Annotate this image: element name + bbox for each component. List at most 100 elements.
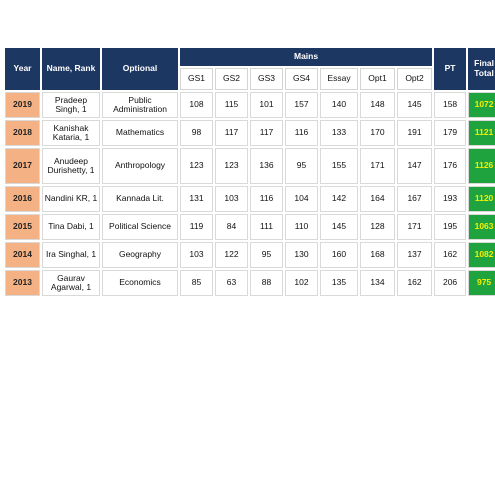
header-opt1: Opt1 <box>360 68 395 90</box>
header-year: Year <box>5 48 40 90</box>
cell-opt1: 168 <box>360 242 395 268</box>
cell-gs1: 123 <box>180 148 213 184</box>
cell-pt: 179 <box>434 120 467 146</box>
cell-year: 2015 <box>5 214 40 240</box>
cell-gs2: 117 <box>215 120 248 146</box>
cell-name-rank: Ira Singhal, 1 <box>42 242 100 268</box>
cell-final-total: 1082 <box>468 242 495 268</box>
table-row: 2014 Ira Singhal, 1 Geography 103 122 95… <box>5 242 495 268</box>
header-name-rank: Name, Rank <box>42 48 100 90</box>
cell-gs4: 116 <box>285 120 318 146</box>
cell-essay: 142 <box>320 186 358 212</box>
cell-opt1: 170 <box>360 120 395 146</box>
cell-gs3: 88 <box>250 270 283 296</box>
cell-gs4: 130 <box>285 242 318 268</box>
cell-name-rank: Nandini KR, 1 <box>42 186 100 212</box>
cell-final-total: 1120 <box>468 186 495 212</box>
cell-opt1: 164 <box>360 186 395 212</box>
cell-name-rank: Anudeep Durishetty, 1 <box>42 148 100 184</box>
table-header: Year Name, Rank Optional Mains PT Final … <box>5 48 495 90</box>
header-pt: PT <box>434 48 467 90</box>
cell-optional: Mathematics <box>102 120 178 146</box>
cell-gs3: 136 <box>250 148 283 184</box>
cell-gs2: 115 <box>215 92 248 118</box>
table-row: 2013 Gaurav Agarwal, 1 Economics 85 63 8… <box>5 270 495 296</box>
cell-essay: 135 <box>320 270 358 296</box>
cell-name-rank: Tina Dabi, 1 <box>42 214 100 240</box>
cell-essay: 140 <box>320 92 358 118</box>
cell-gs2: 123 <box>215 148 248 184</box>
cell-final-total: 975 <box>468 270 495 296</box>
header-mains: Mains <box>180 48 433 66</box>
cell-gs3: 101 <box>250 92 283 118</box>
cell-gs2: 84 <box>215 214 248 240</box>
cell-gs1: 119 <box>180 214 213 240</box>
cell-pt: 158 <box>434 92 467 118</box>
cell-year: 2017 <box>5 148 40 184</box>
cell-optional: Public Administration <box>102 92 178 118</box>
cell-gs2: 63 <box>215 270 248 296</box>
cell-year: 2013 <box>5 270 40 296</box>
cell-optional: Anthropology <box>102 148 178 184</box>
cell-opt2: 171 <box>397 214 433 240</box>
header-final-total: Final Total <box>468 48 495 90</box>
cell-opt2: 145 <box>397 92 433 118</box>
cell-essay: 133 <box>320 120 358 146</box>
cell-gs3: 117 <box>250 120 283 146</box>
cell-essay: 160 <box>320 242 358 268</box>
cell-year: 2016 <box>5 186 40 212</box>
cell-pt: 195 <box>434 214 467 240</box>
cell-pt: 206 <box>434 270 467 296</box>
cell-opt1: 128 <box>360 214 395 240</box>
cell-opt1: 148 <box>360 92 395 118</box>
cell-gs1: 108 <box>180 92 213 118</box>
cell-optional: Kannada Lit. <box>102 186 178 212</box>
cell-gs2: 103 <box>215 186 248 212</box>
cell-year: 2018 <box>5 120 40 146</box>
cell-gs1: 85 <box>180 270 213 296</box>
cell-gs3: 116 <box>250 186 283 212</box>
cell-opt2: 167 <box>397 186 433 212</box>
cell-name-rank: Kanishak Kataria, 1 <box>42 120 100 146</box>
cell-name-rank: Pradeep Singh, 1 <box>42 92 100 118</box>
cell-optional: Economics <box>102 270 178 296</box>
toppers-marks-table: Year Name, Rank Optional Mains PT Final … <box>3 46 495 298</box>
table-row: 2016 Nandini KR, 1 Kannada Lit. 131 103 … <box>5 186 495 212</box>
toppers-marks-table-container: Year Name, Rank Optional Mains PT Final … <box>3 46 495 298</box>
cell-final-total: 1072 <box>468 92 495 118</box>
cell-gs3: 111 <box>250 214 283 240</box>
header-gs1: GS1 <box>180 68 213 90</box>
cell-gs4: 157 <box>285 92 318 118</box>
cell-gs1: 103 <box>180 242 213 268</box>
cell-pt: 176 <box>434 148 467 184</box>
header-gs3: GS3 <box>250 68 283 90</box>
cell-gs4: 110 <box>285 214 318 240</box>
cell-essay: 145 <box>320 214 358 240</box>
cell-opt1: 171 <box>360 148 395 184</box>
cell-gs4: 104 <box>285 186 318 212</box>
table-row: 2019 Pradeep Singh, 1 Public Administrat… <box>5 92 495 118</box>
cell-year: 2019 <box>5 92 40 118</box>
cell-optional: Political Science <box>102 214 178 240</box>
cell-opt1: 134 <box>360 270 395 296</box>
cell-gs1: 98 <box>180 120 213 146</box>
cell-essay: 155 <box>320 148 358 184</box>
cell-name-rank: Gaurav Agarwal, 1 <box>42 270 100 296</box>
header-gs2: GS2 <box>215 68 248 90</box>
cell-gs3: 95 <box>250 242 283 268</box>
header-optional: Optional <box>102 48 178 90</box>
cell-opt2: 162 <box>397 270 433 296</box>
header-gs4: GS4 <box>285 68 318 90</box>
table-row: 2018 Kanishak Kataria, 1 Mathematics 98 … <box>5 120 495 146</box>
cell-gs2: 122 <box>215 242 248 268</box>
header-essay: Essay <box>320 68 358 90</box>
cell-optional: Geography <box>102 242 178 268</box>
cell-gs4: 102 <box>285 270 318 296</box>
cell-gs1: 131 <box>180 186 213 212</box>
cell-year: 2014 <box>5 242 40 268</box>
cell-opt2: 191 <box>397 120 433 146</box>
cell-opt2: 137 <box>397 242 433 268</box>
cell-pt: 193 <box>434 186 467 212</box>
table-row: 2017 Anudeep Durishetty, 1 Anthropology … <box>5 148 495 184</box>
table-row: 2015 Tina Dabi, 1 Political Science 119 … <box>5 214 495 240</box>
